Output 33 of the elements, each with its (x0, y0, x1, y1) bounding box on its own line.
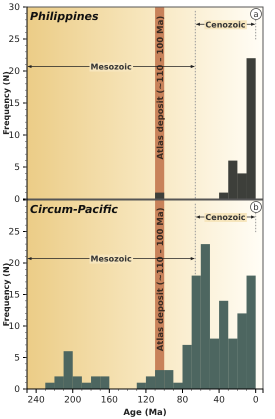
x-tick-label: 0 (252, 395, 259, 406)
y-tick-label: 10 (8, 130, 20, 141)
chart-title: Philippines (30, 10, 100, 23)
annotation: Cenozoic (205, 20, 246, 30)
y-tick-label: 5 (14, 162, 20, 173)
annotation: Mesozoic (90, 254, 132, 264)
y-tick-label: 15 (8, 290, 20, 300)
y-tick-label: 10 (8, 322, 20, 332)
y-tick-label: 30 (8, 2, 20, 13)
y-tick-label: 5 (14, 353, 20, 364)
y-tick-label: 15 (8, 98, 20, 109)
chart-subtitle: a (253, 10, 259, 20)
chart-subtitle: b (253, 203, 259, 213)
x-axis-title: Age (Ma) (123, 408, 167, 418)
chart-title: Circum-Pacific (30, 203, 118, 216)
y-axis-title: Frequency (N) (2, 71, 11, 135)
y-tick-label: 20 (8, 258, 20, 269)
x-tick-label: 160 (100, 395, 118, 406)
y-tick-label: 25 (8, 227, 20, 238)
x-tick-label: 240 (28, 395, 46, 406)
x-tick-label: 40 (213, 395, 226, 406)
y-tick-label: 25 (8, 34, 20, 45)
band-label: Atlas deposit (~110 – 100 Ma) (156, 16, 166, 160)
annotation: Mesozoic (90, 62, 132, 72)
x-tick-label: 80 (176, 395, 189, 406)
y-tick-label: 20 (8, 66, 20, 77)
annotation: Cenozoic (205, 213, 246, 222)
y-axis-title: Frequency (N) (2, 262, 11, 326)
y-tick-label: 0 (14, 194, 20, 205)
x-tick-label: 200 (64, 395, 82, 406)
x-tick-label: 120 (137, 395, 155, 406)
band-label: Atlas deposit (~110 – 100 Ma) (156, 207, 166, 352)
y-tick-label: 0 (14, 384, 20, 395)
